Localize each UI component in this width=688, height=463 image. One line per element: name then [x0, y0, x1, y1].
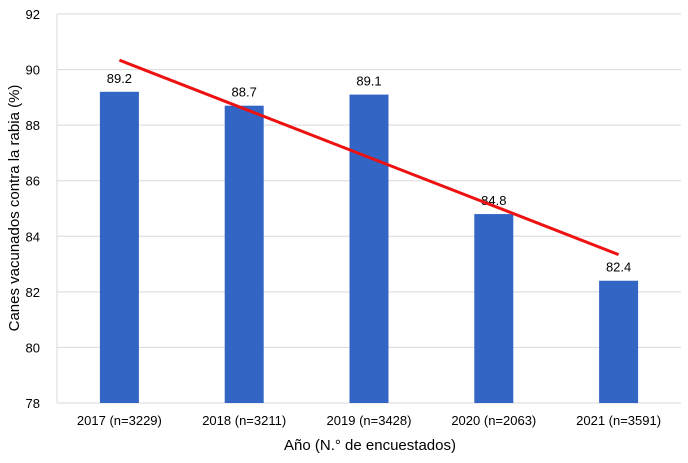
y-tick-label: 82: [26, 285, 40, 300]
axes: 78 80 82 84 86 88 90 92 2017 (n=3229) 2018 (n=321…: [26, 7, 662, 428]
y-tick-label: 92: [26, 7, 40, 22]
x-tick-label: 2018 (n=3211): [202, 413, 286, 428]
y-tick-label: 80: [26, 340, 40, 355]
y-tick-label: 86: [26, 174, 40, 189]
bars: [99, 91, 639, 404]
trendline: [118, 58, 620, 257]
x-tick-label: 2019 (n=3428): [327, 413, 412, 428]
data-labels: 89.288.789.184.882.4: [107, 71, 632, 275]
x-tick-label: 2020 (n=2063): [451, 413, 536, 428]
data-label: 89.1: [356, 74, 381, 89]
x-tick-label: 2017 (n=3229): [77, 413, 162, 428]
y-axis-title: Canes vacunados contra la rabia (%): [6, 85, 23, 332]
bar: [224, 105, 264, 403]
data-label: 89.2: [107, 71, 132, 86]
bar: [599, 280, 639, 403]
bar: [99, 91, 139, 404]
y-tick-label: 88: [26, 118, 40, 133]
y-tick-label: 78: [26, 396, 40, 411]
data-label: 88.7: [232, 85, 257, 100]
x-tick-label: 2021 (n=3591): [576, 413, 661, 428]
bar: [474, 214, 514, 403]
bar: [349, 94, 389, 403]
x-axis-title: Año (N.° de encuestados): [284, 437, 456, 454]
data-label: 82.4: [606, 260, 631, 275]
y-tick-label: 84: [26, 229, 40, 244]
y-tick-label: 90: [26, 63, 40, 78]
trendline-line: [118, 58, 620, 257]
